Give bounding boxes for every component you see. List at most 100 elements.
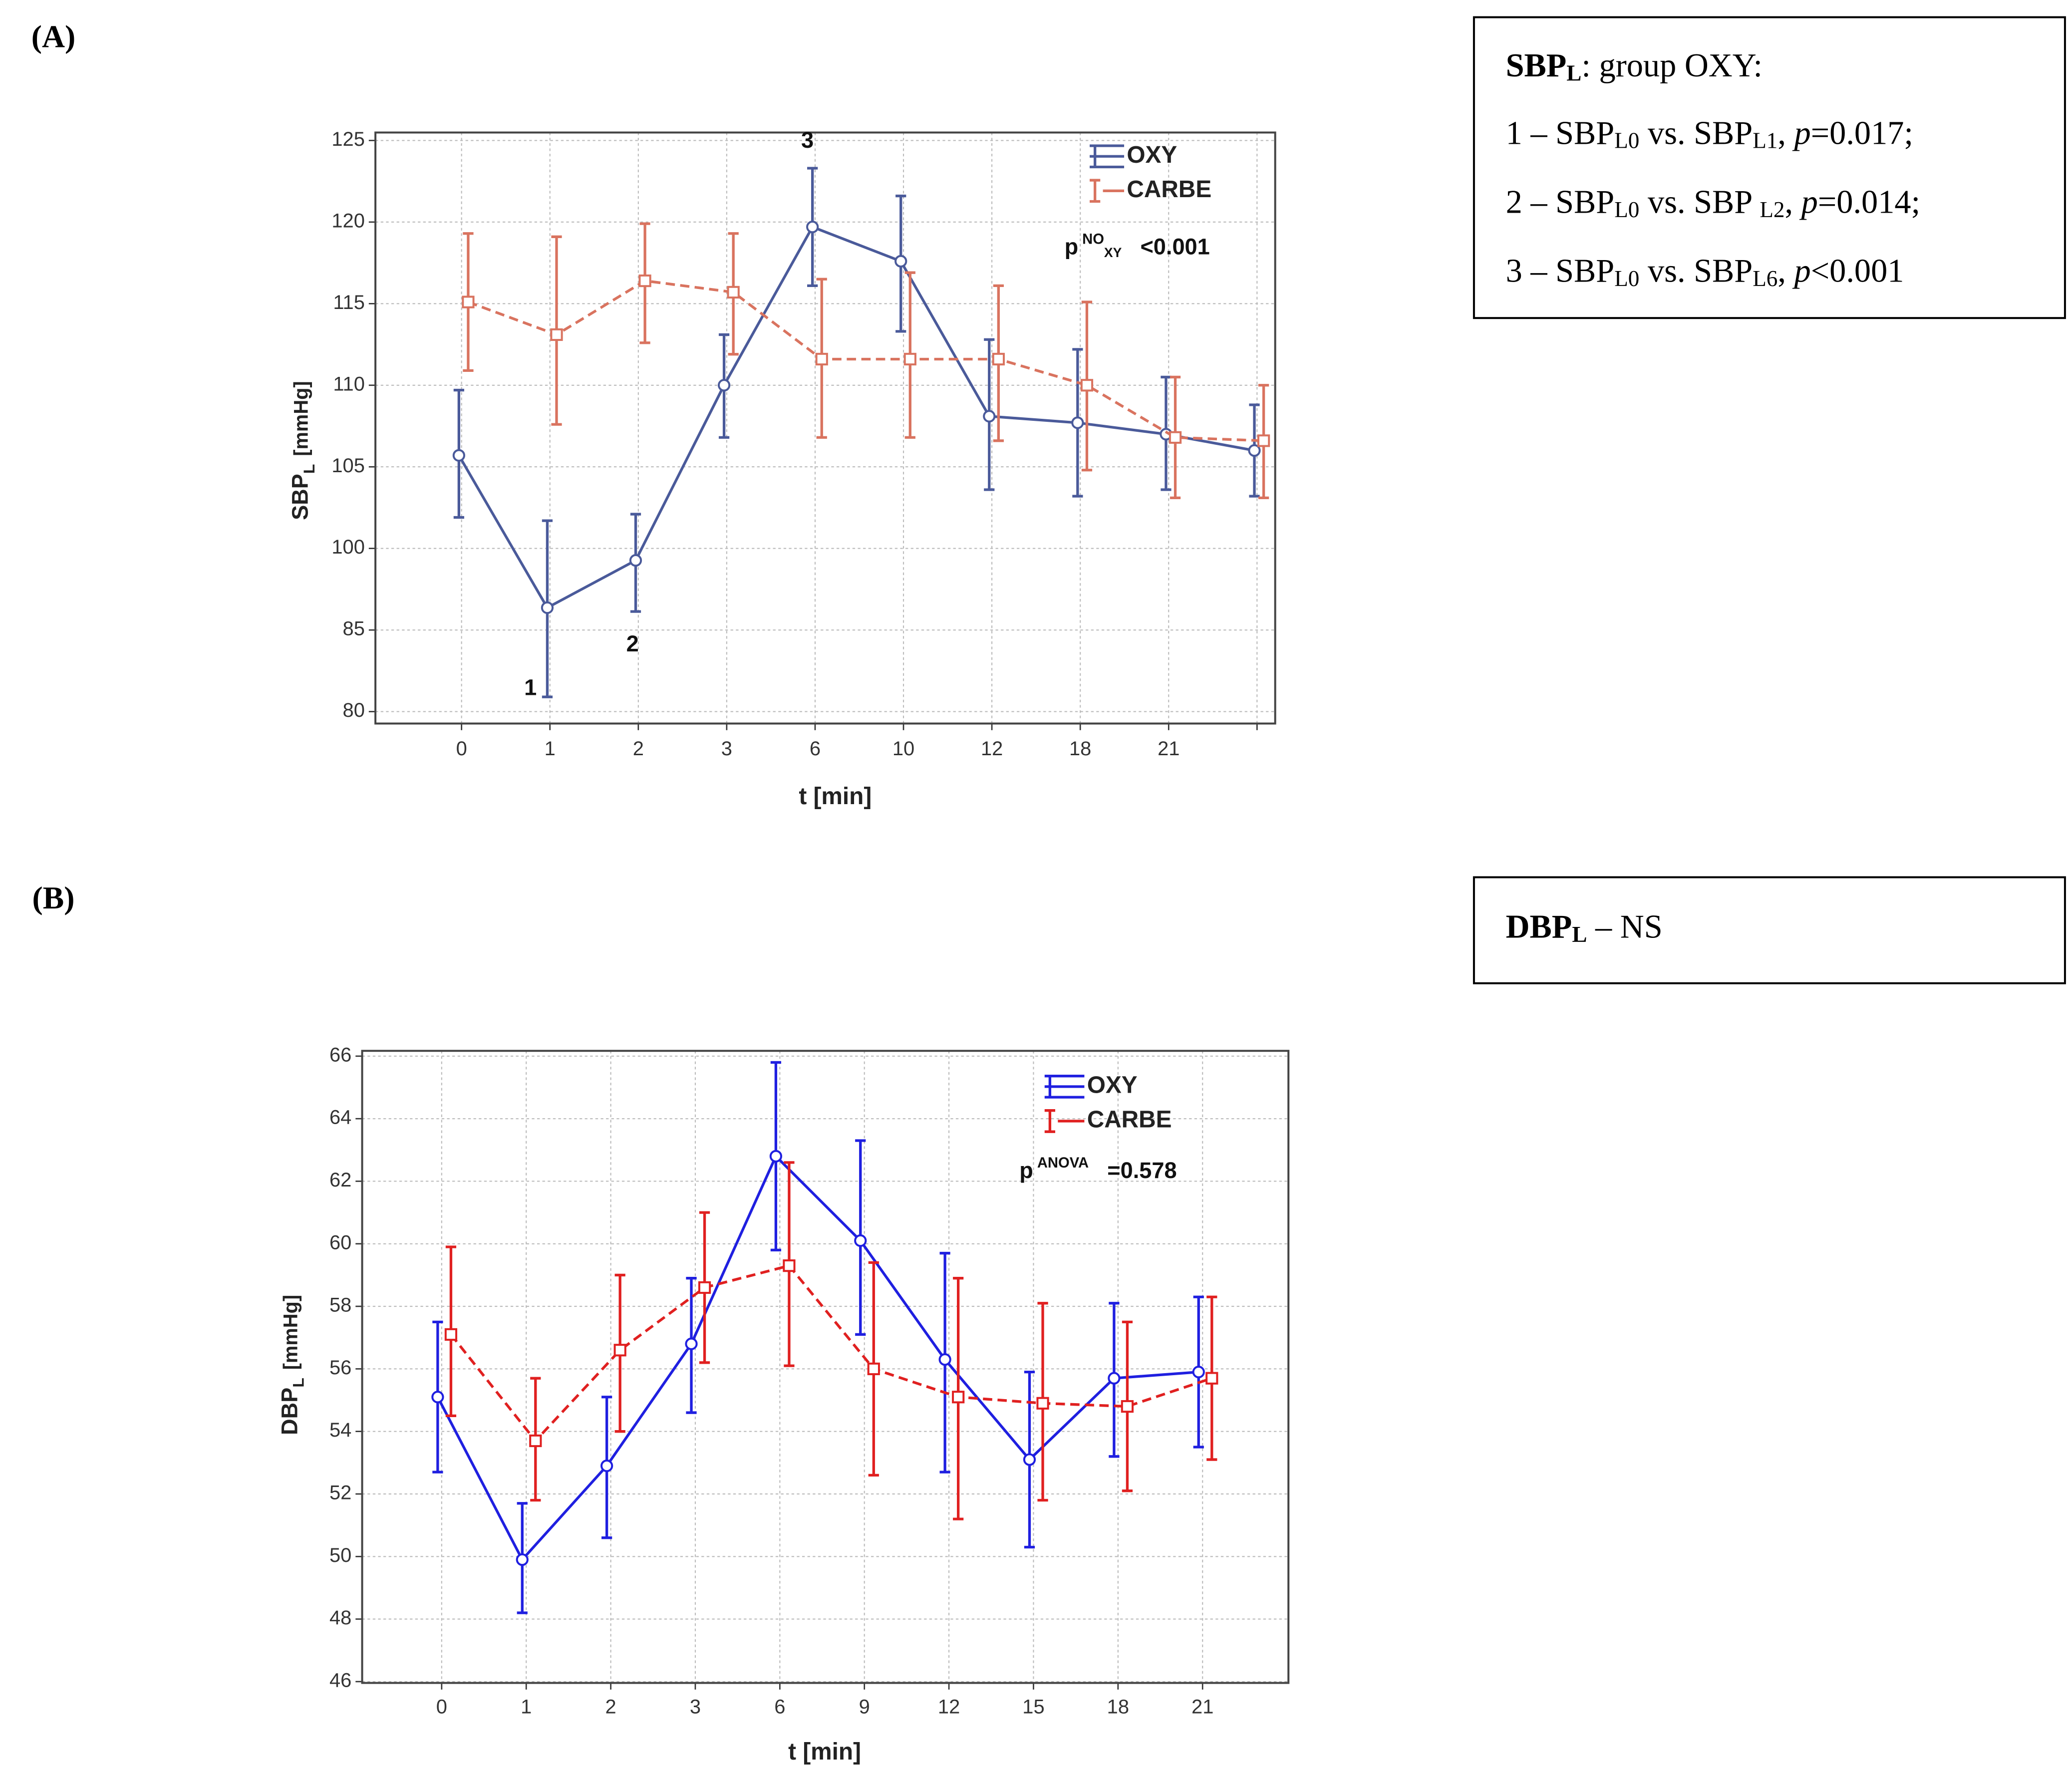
y-tick-label: 60 — [329, 1231, 351, 1253]
marker — [1248, 444, 1261, 457]
x-tick-label: 9 — [859, 1696, 870, 1718]
x-tick-label: 18 — [1069, 738, 1091, 760]
x-axis-label: t [min] — [799, 783, 872, 810]
x-tick-label: 21 — [1158, 738, 1180, 760]
p-sup: NO — [1082, 231, 1104, 247]
legend-icon — [1090, 179, 1125, 203]
x-tick-label: 3 — [721, 738, 732, 760]
marker — [431, 1391, 444, 1404]
marker — [727, 286, 740, 299]
y-tick-label: 58 — [329, 1294, 351, 1316]
plot-frame — [374, 131, 1276, 725]
y-axis-label: SBPL [mmHg] — [288, 381, 318, 520]
panel-label: (A) — [31, 18, 75, 54]
marker — [783, 1259, 796, 1272]
marker — [541, 601, 554, 614]
y-label-unit: [mmHg] — [280, 1295, 301, 1370]
point-annotation: 3 — [801, 127, 814, 153]
y-tick-label: 48 — [329, 1607, 351, 1629]
y-tick-label: 52 — [329, 1482, 351, 1503]
marker — [1169, 431, 1182, 444]
x-tick-label: 2 — [605, 1696, 616, 1718]
legend-label: OXY — [1087, 1072, 1138, 1099]
x-axis-label: t [min] — [788, 1739, 861, 1765]
series-line — [436, 1154, 1199, 1562]
marker — [638, 274, 651, 288]
marker — [983, 410, 996, 423]
marker — [806, 221, 819, 234]
note-box — [1473, 16, 2066, 319]
p: p — [1065, 234, 1079, 260]
note-segment: 3 – SBP — [1506, 253, 1615, 290]
p-value: <0.001 — [1140, 234, 1209, 260]
note-segment: 1 – SBP — [1506, 115, 1615, 152]
note-segment: DBP — [1506, 909, 1572, 945]
note-segment: p — [1792, 253, 1811, 290]
series-line — [468, 279, 1264, 442]
y-tick-label: 54 — [329, 1419, 351, 1441]
legend-icon — [1044, 1075, 1085, 1099]
x-tick-label: 6 — [810, 738, 821, 760]
marker — [600, 1459, 613, 1473]
p-annotation: p ANOVA =0.578 — [1019, 1155, 1177, 1183]
note-segment: p — [1799, 184, 1818, 221]
panel-label: (B) — [32, 880, 75, 915]
note-segment: <0.001 — [1811, 253, 1904, 290]
p-value: =0.578 — [1107, 1158, 1177, 1183]
y-tick-label: 50 — [329, 1544, 351, 1566]
note-line: DBPL – NS — [1506, 909, 1663, 947]
y-label-main: SBP — [288, 474, 313, 520]
x-tick-label: 10 — [892, 738, 914, 760]
note-segment: L0 — [1614, 197, 1639, 222]
marker — [629, 554, 642, 567]
x-tick-label: 15 — [1022, 1696, 1044, 1718]
legend-label: CARBE — [1087, 1107, 1172, 1133]
marker — [1205, 1372, 1218, 1385]
y-tick-label: 115 — [333, 292, 364, 313]
note-line: SBPL: group OXY: — [1506, 47, 1763, 85]
note-segment: , — [1777, 253, 1794, 290]
marker — [1036, 1397, 1049, 1410]
marker — [992, 352, 1005, 366]
x-tick-label: 1 — [521, 1696, 532, 1718]
note-segment: p — [1792, 115, 1811, 152]
marker — [1080, 379, 1094, 392]
y-label-sub: L — [300, 464, 318, 474]
y-tick-label: 64 — [329, 1107, 351, 1129]
marker — [698, 1281, 711, 1294]
point-annotation: 1 — [524, 674, 537, 700]
legend-icon — [1090, 144, 1125, 169]
marker — [550, 328, 563, 341]
marker — [1023, 1453, 1036, 1466]
y-tick-label: 125 — [331, 128, 364, 150]
y-tick-label: 80 — [343, 699, 365, 721]
marker — [1108, 1372, 1121, 1385]
x-tick-label: 12 — [938, 1696, 960, 1718]
y-tick-label: 46 — [329, 1669, 351, 1691]
series-line — [450, 1264, 1212, 1443]
marker — [1071, 416, 1084, 429]
marker — [952, 1391, 965, 1404]
note-segment: , — [1777, 115, 1794, 152]
legend-icon — [1044, 1109, 1085, 1133]
note-segment: =0.017; — [1811, 115, 1913, 152]
note-segment: L — [1566, 61, 1581, 86]
series-line — [458, 225, 1255, 610]
note-segment: L6 — [1753, 266, 1777, 291]
y-axis-label: DBPL [mmHg] — [277, 1295, 307, 1435]
p-sup: ANOVA — [1037, 1155, 1089, 1171]
marker — [462, 296, 475, 308]
marker — [867, 1362, 880, 1375]
marker — [529, 1434, 542, 1448]
y-tick-label: 100 — [331, 536, 364, 558]
marker — [452, 449, 465, 462]
x-tick-label: 0 — [456, 738, 467, 760]
marker — [685, 1337, 698, 1350]
note-segment: L — [1572, 922, 1587, 947]
marker — [854, 1234, 867, 1247]
y-tick-label: 85 — [343, 618, 365, 640]
note-box — [1473, 876, 2066, 984]
note-segment: SBP — [1506, 47, 1567, 84]
